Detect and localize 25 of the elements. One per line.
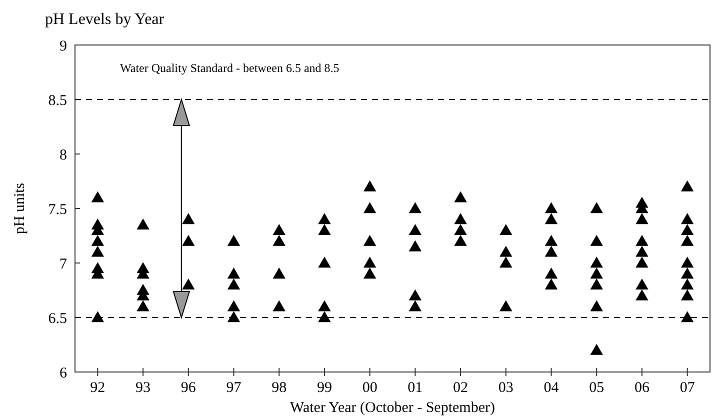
x-tick-label: 97 [226, 380, 242, 396]
x-tick-label: 01 [408, 380, 423, 396]
x-axis-title: Water Year (October - September) [290, 400, 495, 416]
y-tick-label: 6.5 [48, 310, 67, 327]
y-tick-label: 6 [60, 365, 68, 382]
x-tick-label: 99 [316, 380, 332, 396]
y-tick-label: 8 [60, 147, 67, 164]
y-tick-label: 9 [60, 38, 67, 54]
x-tick-label: 00 [362, 380, 378, 396]
x-tick-label: 05 [589, 380, 604, 396]
y-axis-title: pH units [12, 182, 28, 234]
x-tick-label: 04 [544, 380, 560, 396]
x-tick-label: 02 [453, 380, 468, 396]
y-tick-label: 7 [60, 256, 68, 272]
x-tick-label: 07 [680, 380, 696, 396]
x-tick-label: 06 [634, 380, 650, 396]
x-tick-label: 03 [498, 380, 514, 396]
annotation: Water Quality Standard - between 6.5 and 8.5 [120, 61, 340, 75]
x-tick-label: 96 [180, 380, 196, 396]
chart-title: pH Levels by Year [45, 11, 165, 28]
y-tick-label: 8.5 [48, 92, 67, 109]
x-tick-label: 92 [90, 380, 106, 396]
x-tick-label: 98 [272, 380, 287, 396]
y-tick-label: 7.5 [48, 202, 67, 218]
x-tick-label: 93 [136, 380, 151, 396]
